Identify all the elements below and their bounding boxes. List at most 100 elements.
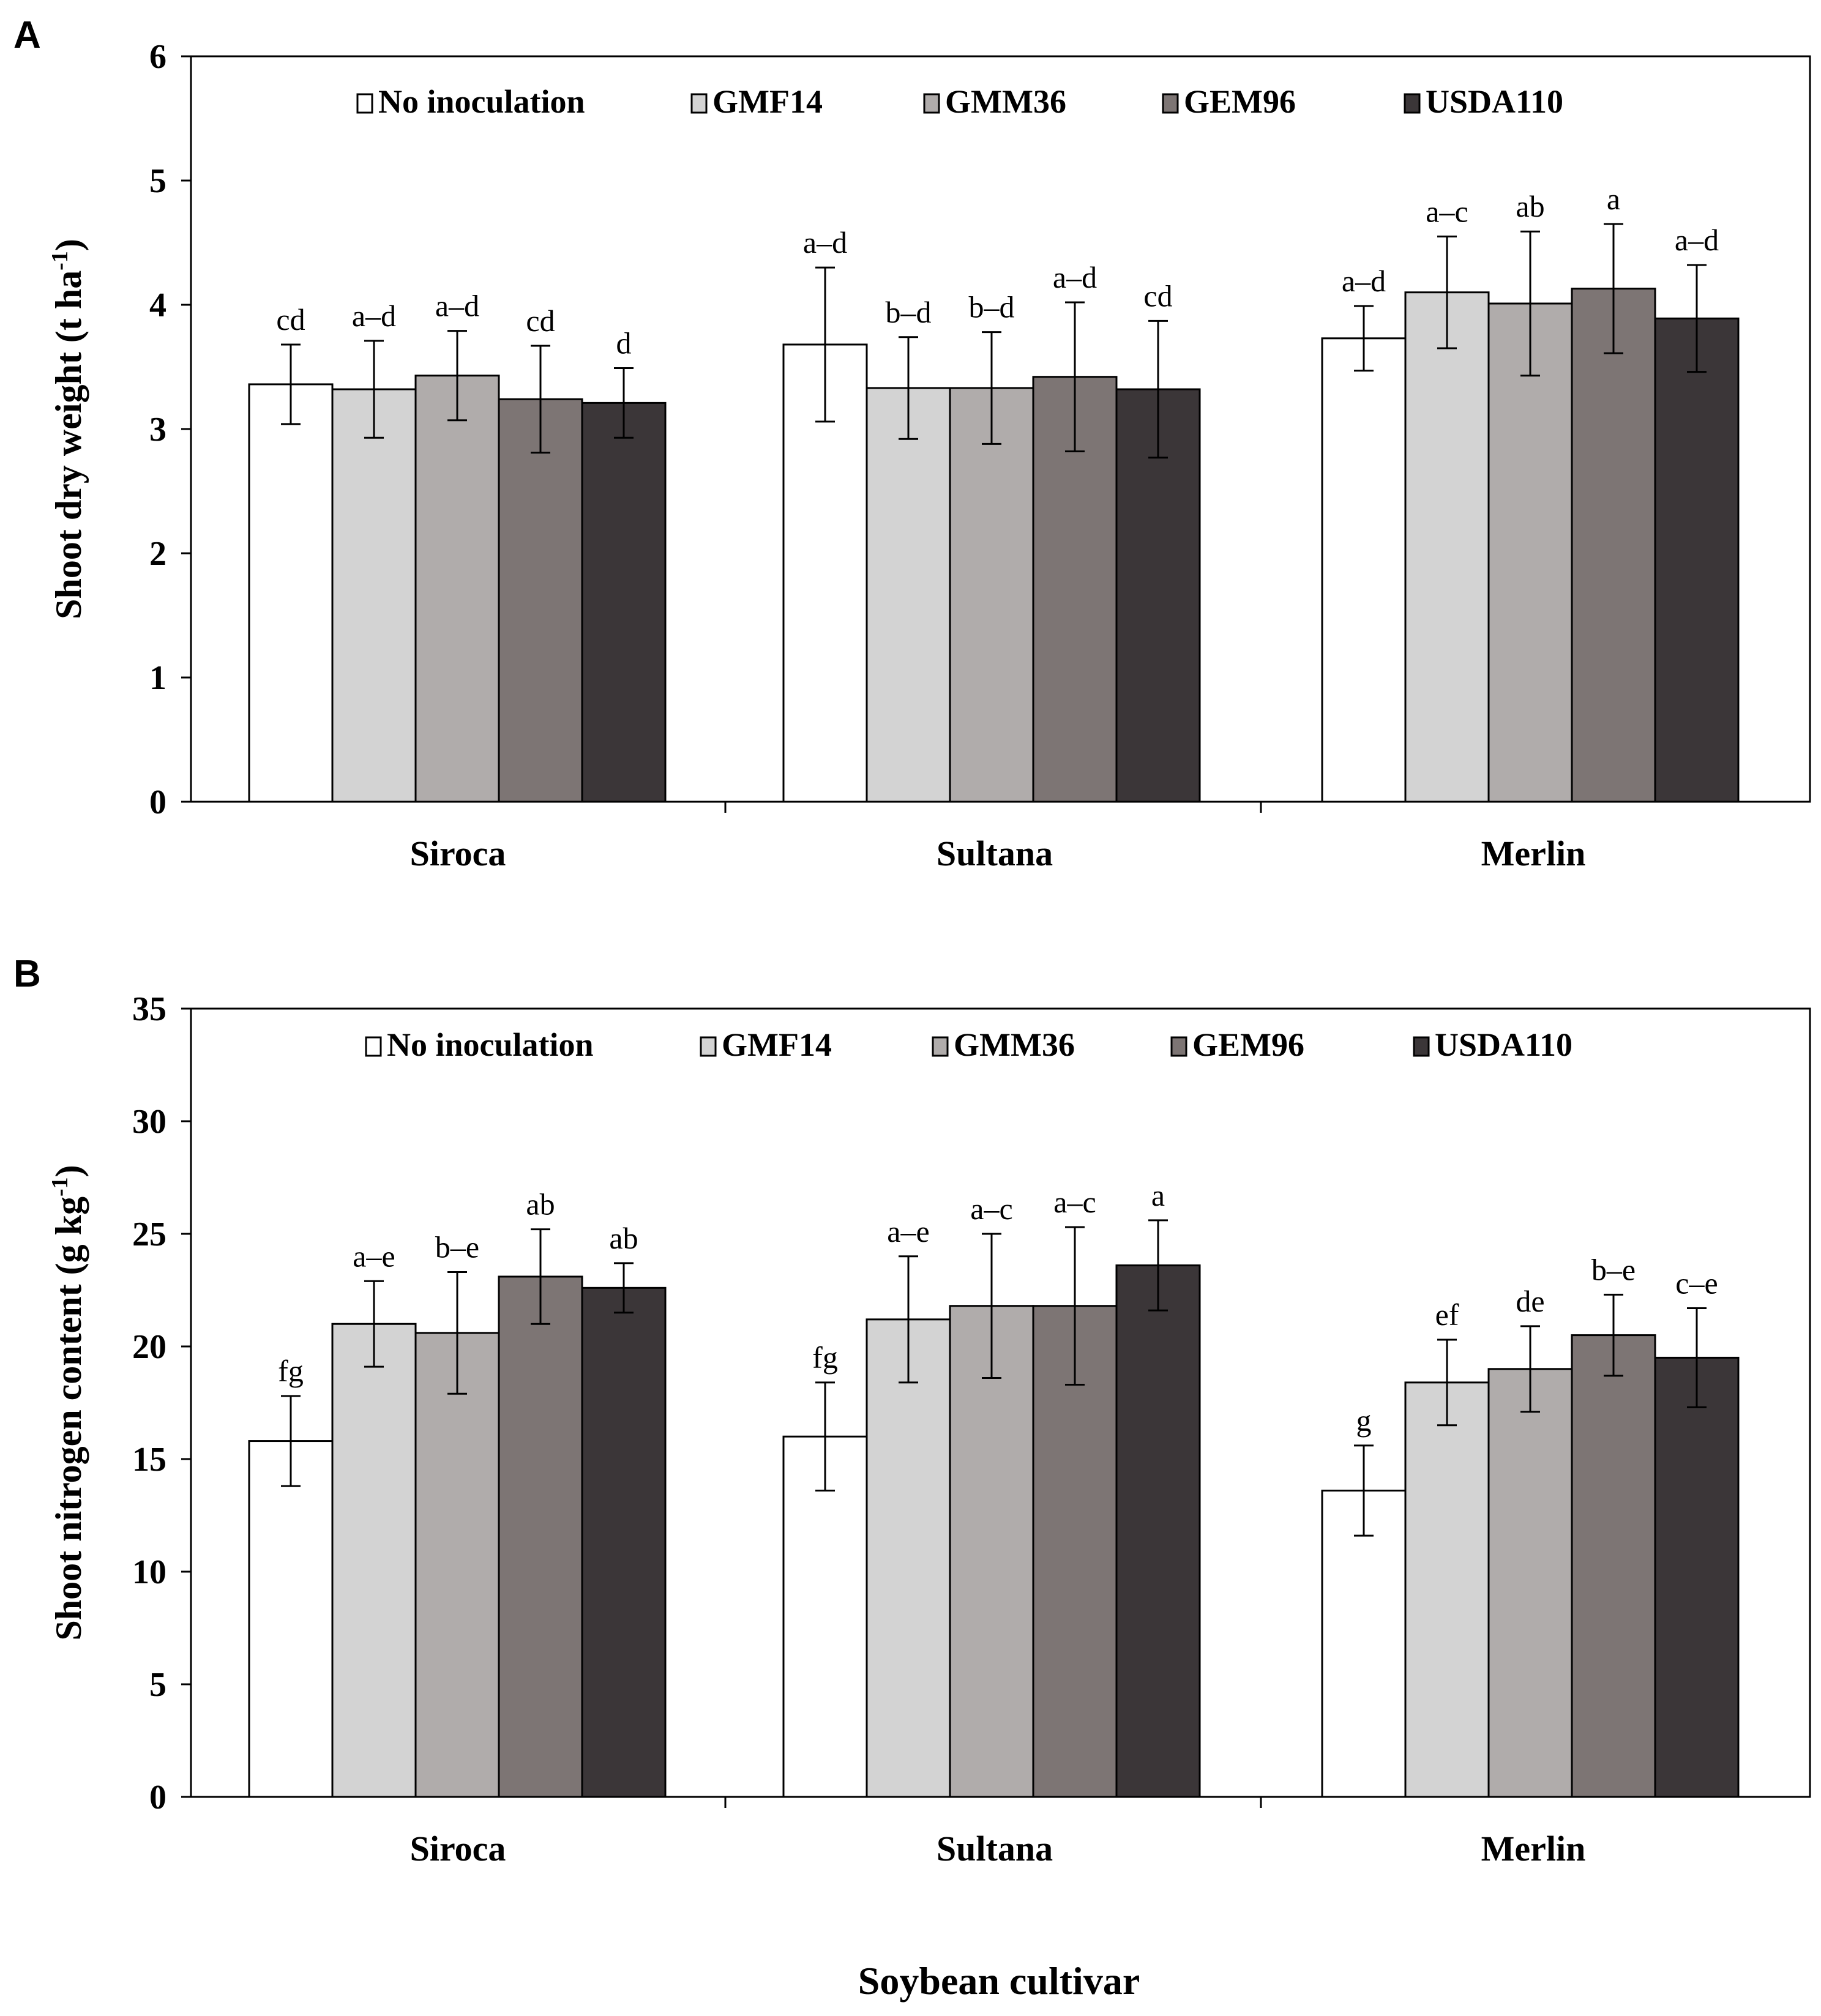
significance-label: d: [616, 326, 632, 360]
y-tick-label: 6: [149, 38, 166, 76]
y-axis-label-close: ): [48, 239, 89, 251]
significance-label: fg: [812, 1340, 838, 1375]
bar-siroca-2: [414, 1332, 500, 1798]
significance-label: cd: [276, 302, 305, 337]
significance-label: ab: [526, 1187, 555, 1222]
legend-swatch: [1413, 1036, 1430, 1057]
y-axis-label: Shoot nitrogen content (g kg-1): [47, 1165, 89, 1640]
significance-label: b–d: [969, 290, 1015, 324]
y-tick-label: 2: [149, 535, 166, 573]
significance-label: b–e: [1591, 1252, 1636, 1286]
significance-label: a–c: [970, 1192, 1012, 1226]
significance-label: cd: [526, 304, 555, 338]
legend-label: USDA110: [1435, 1026, 1572, 1063]
legend-swatch: [1170, 1036, 1187, 1057]
y-tick-label: 15: [132, 1441, 166, 1479]
significance-label: b–d: [886, 295, 932, 329]
bar-sultana-2: [949, 387, 1034, 803]
legend-swatch: [356, 93, 373, 114]
significance-label: a–d: [352, 299, 396, 333]
y-tick-label: 10: [132, 1553, 166, 1591]
y-axis-label-close: ): [48, 1165, 89, 1177]
bar-merlin-0: [1321, 337, 1407, 803]
panel-letter-a: A: [13, 14, 41, 56]
y-tick-label: 5: [149, 1666, 166, 1704]
bar-merlin-2: [1487, 1368, 1573, 1798]
significance-label: a–c: [1426, 194, 1468, 228]
bar-sultana-1: [866, 1318, 951, 1798]
category-label-merlin: Merlin: [1481, 1829, 1586, 1869]
x-axis-label: Soybean cultivar: [858, 1959, 1140, 2003]
legend-swatch: [690, 93, 708, 114]
bar-sultana-1: [866, 387, 951, 803]
significance-label: cd: [1143, 278, 1172, 313]
y-axis-label: Shoot dry weight (t ha-1): [47, 239, 89, 619]
significance-label: a–d: [1053, 260, 1097, 294]
bar-sultana-2: [949, 1305, 1034, 1798]
bar-sultana-3: [1032, 1305, 1118, 1798]
legend-label: No inoculation: [378, 83, 585, 120]
y-tick-label: 20: [132, 1328, 166, 1366]
y-tick-label: 5: [149, 162, 166, 200]
category-label-sultana: Sultana: [937, 834, 1053, 873]
bar-siroca-4: [581, 401, 667, 803]
bar-merlin-1: [1404, 1381, 1490, 1798]
bar-merlin-1: [1404, 291, 1490, 803]
legend-label: GEM96: [1192, 1026, 1304, 1063]
category-label-merlin: Merlin: [1481, 834, 1586, 873]
bar-siroca-3: [498, 1275, 583, 1798]
category-label-sultana: Sultana: [937, 1829, 1053, 1869]
y-tick-label: 1: [149, 659, 166, 697]
bar-siroca-1: [331, 388, 417, 803]
bar-sultana-0: [782, 1435, 868, 1798]
legend-swatch: [365, 1036, 382, 1057]
bar-siroca-0: [248, 1440, 334, 1798]
legend-label: GMF14: [712, 83, 823, 120]
significance-label: b–e: [435, 1230, 479, 1264]
bar-merlin-3: [1571, 1334, 1656, 1798]
bar-siroca-3: [498, 398, 583, 803]
legend-swatch: [1404, 93, 1421, 114]
significance-label: a–c: [1053, 1185, 1096, 1219]
legend-swatch: [700, 1036, 717, 1057]
panel-letter-b: B: [13, 953, 41, 995]
y-tick-label: 30: [132, 1103, 166, 1141]
bar-merlin-4: [1654, 1356, 1740, 1798]
significance-label: a–d: [1675, 223, 1719, 257]
significance-label: a: [1607, 182, 1620, 216]
y-tick-label: 0: [149, 783, 166, 821]
significance-label: a–d: [435, 289, 479, 323]
panel-b-shoot-nitrogen-content: 0 5 10 15 20 25 30 35 fg fg g a–e a–e ef b–e a–c de ab a–c…: [47, 990, 1811, 1869]
bar-siroca-0: [248, 383, 334, 803]
y-tick-label: 4: [149, 286, 166, 324]
significance-label: a: [1151, 1178, 1165, 1212]
category-label-siroca: Siroca: [410, 1829, 506, 1869]
legend-label: No inoculation: [387, 1026, 594, 1063]
y-tick-label: 25: [132, 1215, 166, 1253]
significance-label: ab: [1516, 189, 1544, 223]
y-axis-label-main: Shoot nitrogen content (g kg: [48, 1197, 89, 1641]
significance-label: fg: [278, 1354, 304, 1388]
significance-label: g: [1356, 1403, 1372, 1438]
significance-label: a–d: [803, 225, 847, 259]
y-axis-label-superscript: -1: [47, 1177, 73, 1197]
legend-label: GEM96: [1184, 83, 1296, 120]
legend-label: GMM36: [954, 1026, 1075, 1063]
bar-merlin-2: [1487, 302, 1573, 803]
significance-label: ef: [1435, 1297, 1459, 1332]
bar-merlin-4: [1654, 317, 1740, 803]
category-label-siroca: Siroca: [410, 834, 506, 873]
significance-label: c–e: [1675, 1266, 1718, 1300]
significance-label: a–d: [1342, 264, 1386, 298]
significance-label: ab: [609, 1221, 638, 1255]
y-tick-label: 35: [132, 990, 166, 1028]
legend-label: USDA110: [1426, 83, 1563, 120]
bar-siroca-4: [581, 1286, 667, 1798]
legend-swatch: [932, 1036, 949, 1057]
legend-label: GMF14: [722, 1026, 832, 1063]
bar-siroca-1: [331, 1323, 417, 1798]
y-tick-label: 3: [149, 411, 166, 449]
legend-swatch: [1162, 93, 1179, 114]
bar-sultana-4: [1115, 1264, 1201, 1798]
